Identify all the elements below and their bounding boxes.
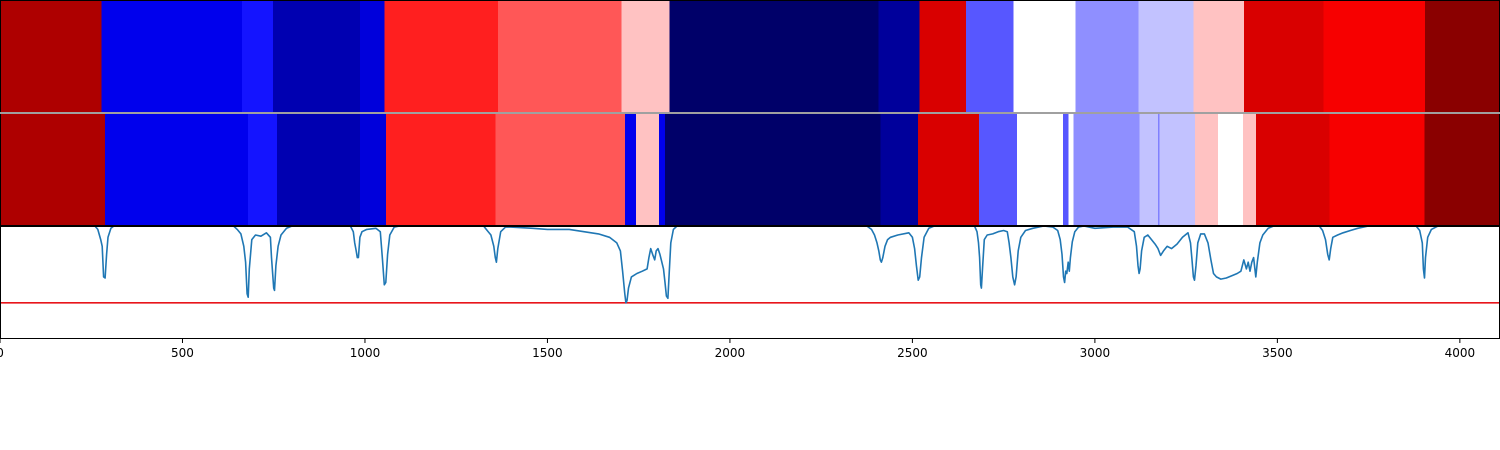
x-tick-label: 1500 xyxy=(532,346,563,360)
heatmap-cell xyxy=(1330,113,1425,226)
heatmap-cell xyxy=(636,113,659,226)
heatmap-cell xyxy=(1324,0,1426,113)
heatmap-cell xyxy=(1218,113,1244,226)
heatmap-cell xyxy=(1014,0,1076,113)
x-tick-label: 2000 xyxy=(715,346,746,360)
heatmap-cell xyxy=(277,113,360,226)
x-tick-label: 2500 xyxy=(897,346,928,360)
panel-frame xyxy=(1,227,1500,339)
x-axis: 0 500 1000 1500 2000 2500 3000 3500 4000 xyxy=(0,339,1475,360)
heatmap-cell xyxy=(919,0,966,113)
heatmap-cell xyxy=(1159,113,1195,226)
heatmap-panel-top xyxy=(0,0,1500,113)
line-panel-bottom xyxy=(0,226,1500,303)
x-tick-label: 3500 xyxy=(1262,346,1293,360)
heatmap-cell xyxy=(360,0,385,113)
heatmap-cell xyxy=(273,0,360,113)
heatmap-cell xyxy=(105,113,248,226)
heatmap-cell xyxy=(1193,0,1244,113)
heatmap-cell xyxy=(1244,0,1324,113)
heatmap-cell xyxy=(665,113,881,226)
heatmap-cell xyxy=(880,113,918,226)
heatmap-cell xyxy=(1076,0,1139,113)
heatmap-cell xyxy=(878,0,919,113)
x-tick-label: 1000 xyxy=(350,346,381,360)
heatmap-cell xyxy=(1243,113,1256,226)
heatmap-cell xyxy=(248,113,278,226)
heatmap-cell xyxy=(360,113,386,226)
score-line xyxy=(0,226,1500,303)
heatmap-cell xyxy=(1069,113,1075,226)
heatmap-cell xyxy=(1195,113,1218,226)
heatmap-cell xyxy=(1425,0,1500,113)
heatmap-cell xyxy=(966,0,1014,113)
x-tick-label: 4000 xyxy=(1445,346,1476,360)
heatmap-cell xyxy=(625,113,636,226)
heatmap-cell xyxy=(669,0,879,113)
heatmap-cell xyxy=(918,113,979,226)
heatmap-cell xyxy=(1256,113,1330,226)
heatmap-cell xyxy=(0,0,102,113)
heatmap-cell xyxy=(1063,113,1069,226)
heatmap-cell xyxy=(1424,113,1500,226)
heatmap-cell xyxy=(659,113,666,226)
heatmap-cell xyxy=(1139,113,1158,226)
heatmap-cell xyxy=(1074,113,1140,226)
heatmap-cell xyxy=(385,0,499,113)
heatmap-cell xyxy=(386,113,496,226)
x-tick-label: 500 xyxy=(171,346,194,360)
heatmap-panel-middle xyxy=(0,113,1500,226)
heatmap-cell xyxy=(101,0,242,113)
heatmap-cell xyxy=(622,0,670,113)
heatmap-cell xyxy=(242,0,273,113)
heatmap-cell xyxy=(0,113,106,226)
heatmap-cell xyxy=(498,0,622,113)
x-tick-label: 3000 xyxy=(1080,346,1111,360)
heatmap-cell xyxy=(1017,113,1063,226)
heatmap-cell xyxy=(495,113,625,226)
heatmap-cell xyxy=(1138,0,1194,113)
x-tick-label: 0 xyxy=(0,346,4,360)
heatmap-cell xyxy=(979,113,1017,226)
